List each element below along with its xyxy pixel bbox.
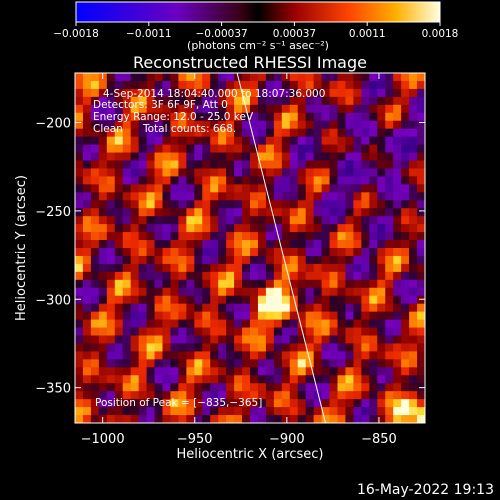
y-axis-ticks: −200 −250 −300 −350 — [35, 116, 425, 397]
y-axis-label: Heliocentric Y (arcsec) — [14, 175, 29, 321]
annotations: 4-Sep-2014 18:04:40.000 to 18:07:36.000 … — [93, 88, 325, 409]
x-tick-label: −850 — [361, 432, 397, 447]
annotation-peak-position: Position of Peak = [−835,−365] — [95, 397, 262, 409]
heatmap-cells — [75, 73, 425, 423]
plot-frame — [74, 72, 426, 424]
x-axis-label: Heliocentric X (arcsec) — [177, 447, 324, 462]
annotation-energy-range: Energy Range: 12.0 - 25.0 keV — [93, 111, 254, 123]
annotation-time-range: 4-Sep-2014 18:04:40.000 to 18:07:36.000 — [103, 88, 325, 100]
x-tick-label: −900 — [269, 432, 305, 447]
colorbar-tick-label: 0.00037 — [273, 28, 316, 40]
annotation-detectors: Detectors: 3F 6F 9F, Att 0 — [93, 99, 228, 111]
colorbar-tick-label: −0.0011 — [126, 28, 172, 40]
y-tick-label: −350 — [35, 382, 71, 397]
x-tick-label: −1000 — [81, 432, 125, 447]
colorbar-tick-label: 0.0011 — [349, 28, 386, 40]
colorbar-tick-label: −0.00037 — [195, 28, 247, 40]
y-tick-label: −250 — [35, 205, 71, 220]
x-tick-label: −950 — [177, 432, 213, 447]
colorbar-ticks: −0.0018 −0.0011 −0.00037 0.00037 0.0011 0.001… — [53, 22, 458, 40]
chart-title: Reconstructed RHESSI Image — [133, 53, 367, 72]
colorbar — [75, 1, 441, 23]
footer-date: 16-May-2022 19:13 — [356, 482, 494, 498]
y-tick-label: −300 — [35, 293, 71, 308]
y-tick-label: −200 — [35, 116, 71, 131]
annotation-clean: Clean — [93, 123, 123, 135]
colorbar-units-label: (photons cm⁻² s⁻¹ asec⁻²) — [187, 39, 329, 52]
colorbar-tick-label: −0.0018 — [53, 28, 99, 40]
x-axis-ticks: −1000 −950 −900 −850 — [81, 73, 397, 447]
annotation-total-counts: Total counts: 668. — [142, 123, 236, 135]
colorbar-tick-label: 0.0018 — [422, 28, 459, 40]
solar-limb-line — [236, 73, 327, 423]
